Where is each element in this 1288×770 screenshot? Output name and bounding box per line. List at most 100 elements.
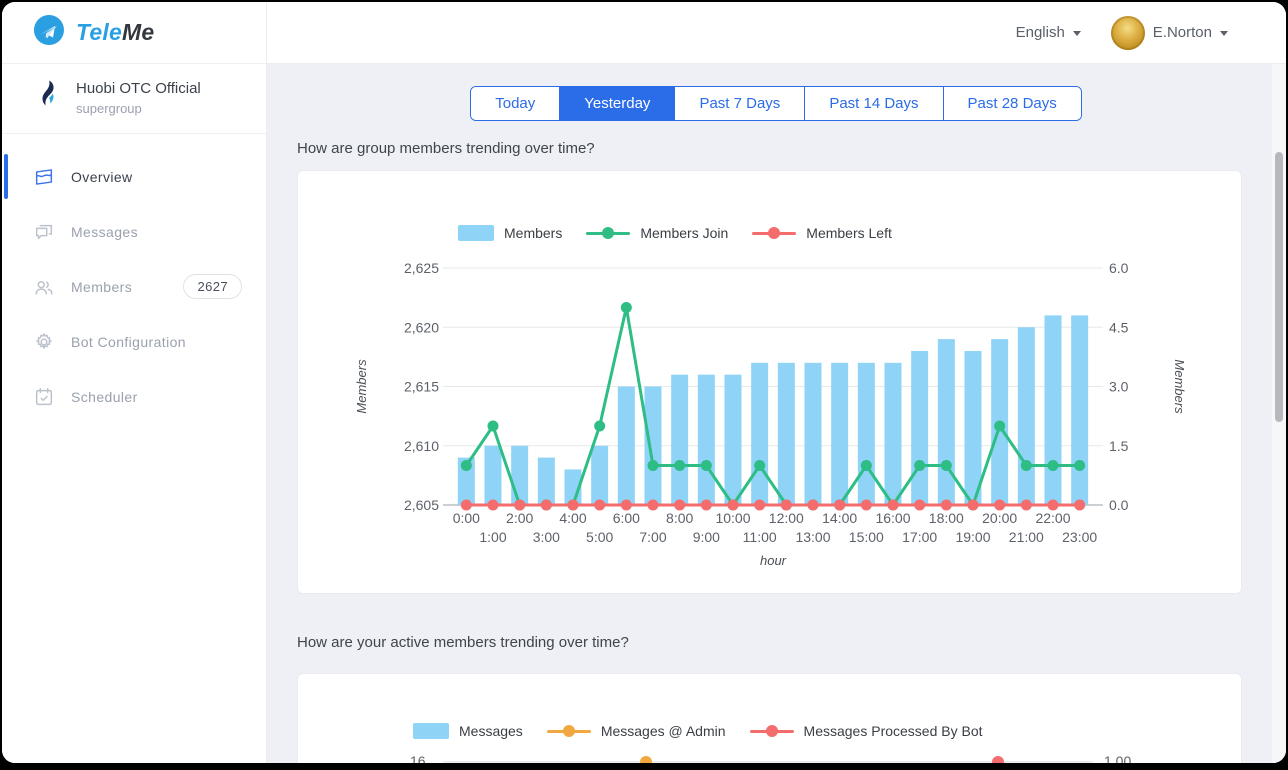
brand-name-secondary: Me — [122, 19, 154, 45]
sidebar-item-overview[interactable]: Overview — [2, 160, 266, 193]
chart2-admin-point — [640, 756, 652, 763]
point-Members Join-0:00 — [461, 460, 472, 471]
point-Members Left-4:00 — [568, 500, 579, 511]
sidebar-item-scheduler[interactable]: Scheduler — [2, 380, 266, 413]
legend-item-messages-at-admin[interactable]: Messages @ Admin — [547, 723, 726, 739]
point-Members Left-7:00 — [648, 500, 659, 511]
calendar-check-icon — [33, 386, 55, 408]
chevron-down-icon — [1220, 31, 1228, 36]
avatar — [1111, 16, 1145, 50]
chart2-left-tick: 16 — [410, 753, 426, 763]
tab-today[interactable]: Today — [471, 87, 559, 120]
bar-9:00 — [698, 375, 715, 505]
right-axis-tick: 3.0 — [1109, 379, 1129, 395]
sidebar-item-messages[interactable]: Messages — [2, 215, 266, 248]
sidebar-item-bot-configuration[interactable]: Bot Configuration — [2, 325, 266, 358]
legend-item-messages[interactable]: Messages — [413, 723, 523, 739]
x-axis-tick: 22:00 — [1035, 510, 1070, 526]
x-axis-tick: 17:00 — [902, 529, 937, 545]
main-content: Today Yesterday Past 7 Days Past 14 Days… — [266, 64, 1286, 763]
point-Members Join-6:00 — [621, 302, 632, 313]
point-Members Join-23:00 — [1074, 460, 1085, 471]
tab-past-7-days[interactable]: Past 7 Days — [674, 87, 804, 120]
legend-line-marker — [547, 730, 591, 733]
bar-21:00 — [1018, 327, 1035, 505]
sidebar-item-label: Overview — [71, 169, 133, 185]
point-Members Join-1:00 — [488, 421, 499, 432]
point-Members Left-12:00 — [781, 500, 792, 511]
point-Members Join-9:00 — [701, 460, 712, 471]
bar-15:00 — [858, 363, 875, 505]
left-axis-tick: 2,620 — [404, 319, 439, 335]
bar-18:00 — [938, 339, 955, 505]
right-axis-tick: 0.0 — [1109, 497, 1129, 513]
point-Members Join-18:00 — [941, 460, 952, 471]
user-menu[interactable]: E.Norton — [1111, 16, 1228, 50]
gear-icon — [33, 331, 55, 353]
x-axis-tick: 20:00 — [982, 510, 1017, 526]
point-Members Left-23:00 — [1074, 500, 1085, 511]
right-axis-title: Members — [1172, 359, 1187, 414]
x-axis-tick: 21:00 — [1009, 529, 1044, 545]
huobi-flame-icon — [33, 79, 59, 116]
point-Members Left-13:00 — [808, 500, 819, 511]
current-group[interactable]: Huobi OTC Official supergroup — [2, 64, 266, 134]
language-label: English — [1016, 24, 1065, 41]
brand-name-primary: Tele — [76, 19, 122, 45]
point-Members Join-7:00 — [648, 460, 659, 471]
legend-swatch-messages — [413, 723, 449, 739]
bar-8:00 — [671, 375, 688, 505]
point-Members Left-9:00 — [701, 500, 712, 511]
point-Members Left-6:00 — [621, 500, 632, 511]
x-axis-tick: 10:00 — [715, 510, 750, 526]
left-axis-tick: 2,605 — [404, 497, 439, 513]
bar-7:00 — [645, 387, 662, 506]
tab-past-14-days[interactable]: Past 14 Days — [804, 87, 942, 120]
date-range-tabs: Today Yesterday Past 7 Days Past 14 Days… — [470, 86, 1082, 121]
point-Members Join-5:00 — [594, 421, 605, 432]
point-Members Join-20:00 — [994, 421, 1005, 432]
x-axis-tick: 16:00 — [875, 510, 910, 526]
top-header: English E.Norton — [266, 2, 1286, 64]
point-Members Join-8:00 — [674, 460, 685, 471]
x-axis-tick: 2:00 — [506, 510, 533, 526]
x-axis-tick: 3:00 — [533, 529, 560, 545]
bar-11:00 — [751, 363, 768, 505]
sidebar-item-label: Scheduler — [71, 389, 138, 405]
chart2-right-tick: 1.00 — [1104, 753, 1131, 763]
members-trend-chart[interactable]: 2,6050.02,6101.52,6153.02,6204.52,6256.0… — [298, 171, 1243, 595]
app-window: TeleMe Huobi OTC Official supergroup — [2, 2, 1286, 763]
legend-label: Messages — [459, 723, 523, 739]
sidebar-item-members[interactable]: Members 2627 — [2, 270, 266, 303]
tab-yesterday[interactable]: Yesterday — [559, 87, 674, 120]
brand-logo-row[interactable]: TeleMe — [2, 2, 266, 64]
section-title-members-trend: How are group members trending over time… — [297, 140, 1286, 157]
x-axis-tick: 14:00 — [822, 510, 857, 526]
members-count-badge: 2627 — [183, 274, 242, 299]
bar-22:00 — [1045, 315, 1062, 505]
scrollbar-track[interactable] — [1272, 64, 1286, 763]
legend-dot — [563, 725, 575, 737]
x-axis-tick: 12:00 — [769, 510, 804, 526]
point-Members Left-10:00 — [728, 500, 739, 511]
point-Members Join-15:00 — [861, 460, 872, 471]
members-icon — [33, 276, 55, 298]
tab-past-28-days[interactable]: Past 28 Days — [943, 87, 1081, 120]
right-axis-tick: 1.5 — [1109, 438, 1129, 454]
scrollbar-thumb[interactable] — [1275, 152, 1283, 422]
point-Members Left-17:00 — [914, 500, 925, 511]
bar-19:00 — [965, 351, 982, 505]
x-axis-tick: 23:00 — [1062, 529, 1097, 545]
section-title-active-members-trend: How are your active members trending ove… — [297, 634, 1286, 651]
right-axis-tick: 4.5 — [1109, 319, 1129, 335]
language-dropdown[interactable]: English — [1016, 24, 1081, 41]
bar-6:00 — [618, 387, 635, 506]
bar-10:00 — [725, 375, 742, 505]
point-Members Left-2:00 — [514, 500, 525, 511]
point-Members Left-18:00 — [941, 500, 952, 511]
legend-item-messages-processed-by-bot[interactable]: Messages Processed By Bot — [750, 723, 983, 739]
bar-14:00 — [831, 363, 848, 505]
left-axis-tick: 2,615 — [404, 379, 439, 395]
point-Members Left-20:00 — [994, 500, 1005, 511]
teleme-logo-icon — [31, 12, 67, 53]
